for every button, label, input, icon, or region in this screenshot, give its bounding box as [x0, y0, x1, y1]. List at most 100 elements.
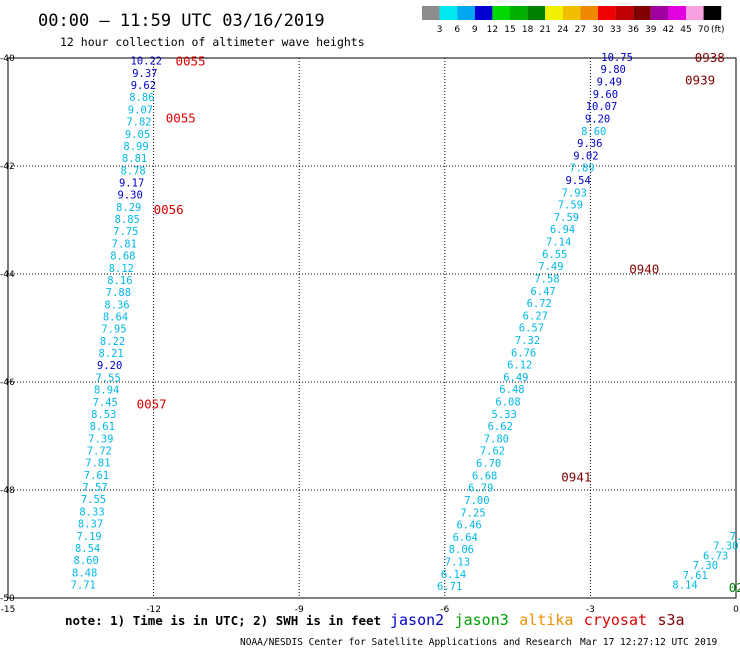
swh-value: 8.06: [449, 544, 474, 556]
legend-label: 24: [557, 25, 569, 35]
swh-value: 6.62: [488, 421, 513, 433]
time-label: 0055: [166, 110, 196, 125]
y-tick-label: -50: [0, 594, 15, 604]
swh-value: 8.16: [107, 275, 132, 287]
swh-value: 6.64: [453, 532, 478, 544]
y-tick-label: -44: [0, 270, 15, 280]
legend-label: 12: [487, 25, 498, 35]
legend-label: 33: [610, 25, 621, 35]
swh-value: 6.72: [527, 298, 552, 310]
swh-value: 7.59: [554, 212, 579, 224]
swh-value: 7.81: [85, 458, 110, 470]
swh-value: 9.20: [97, 360, 122, 372]
legend-label: 3: [437, 25, 443, 35]
swh-value: 6.46: [456, 520, 481, 532]
legend-swatch: [545, 6, 563, 20]
y-tick-label: -48: [0, 486, 15, 496]
swh-value: 7.93: [562, 187, 587, 199]
header: 00:00 — 11:59 UTC 03/16/2019 12 hour col…: [38, 11, 365, 49]
swh-value: 7.45: [93, 397, 118, 409]
swh-value: 7.14: [546, 237, 571, 249]
swh-value: 6.55: [542, 249, 567, 261]
swh-value: 7.32: [515, 335, 540, 347]
swh-value: 8.54: [75, 543, 100, 555]
swh-value: 8.22: [100, 336, 125, 348]
legend-label: 21: [539, 25, 550, 35]
footer-note: note: 1) Time is in UTC; 2) SWH is in fe…: [65, 613, 381, 628]
swh-value: 7.55: [81, 494, 106, 506]
swh-value: 7.75: [113, 226, 138, 238]
swh-value: 8.48: [72, 567, 97, 579]
swh-value: 9.49: [597, 77, 622, 89]
swh-value: 8.12: [109, 263, 134, 275]
plot-area: -15 -12 -9 -6 -3 0 -40 -42 -44 -46 -48 -50 10.229.37…: [0, 50, 740, 615]
y-tick-label: -42: [0, 162, 15, 172]
swh-value: 7.25: [460, 507, 485, 519]
swh-value: 6.48: [499, 384, 524, 396]
time-label: 0055: [175, 54, 205, 69]
swh-value: 6.94: [550, 224, 575, 236]
swh-value: 8.36: [104, 299, 129, 311]
swh-value: 8.86: [129, 92, 154, 104]
satellite-name: altika: [519, 611, 573, 629]
swh-value: 9.54: [566, 175, 591, 187]
swh-value: 7.80: [484, 433, 509, 445]
legend-swatch: [615, 6, 634, 20]
swh-value: 7.61: [683, 570, 708, 582]
legend-swatch: [457, 6, 475, 20]
swh-value: 6.08: [495, 397, 520, 409]
satellite-name: jason3: [455, 611, 509, 629]
swh-value: 7.: [730, 531, 740, 543]
legend-swatch: [633, 6, 651, 20]
swh-value: 7.00: [464, 495, 489, 507]
swh-value: 8.60: [74, 555, 99, 567]
swh-value: 10.22: [131, 56, 163, 68]
swh-value: 10.75: [601, 52, 633, 64]
swh-value: 8.14: [672, 580, 697, 592]
y-tick-label: -46: [0, 378, 15, 388]
swh-value: 9.02: [573, 150, 598, 162]
legend-swatch: [580, 6, 598, 20]
time-label: 0056: [154, 202, 184, 217]
swh-value: 6.27: [523, 310, 548, 322]
legend-label: 36: [627, 25, 639, 35]
swh-value: 7.55: [96, 372, 121, 384]
swh-value: 5.33: [492, 409, 517, 421]
swh-value: 8.68: [110, 251, 135, 263]
swh-value: 7.81: [112, 238, 137, 250]
swh-value: 7.39: [88, 433, 113, 445]
legend-swatch: [668, 6, 686, 20]
x-tick-label: -6: [440, 605, 449, 615]
swh-value: 9.62: [131, 80, 156, 92]
swh-value: 9.05: [125, 129, 150, 141]
plot-frame: [7, 57, 737, 599]
swh-value: 6.57: [519, 323, 544, 335]
swh-value: 8.53: [91, 409, 116, 421]
legend-label: 45: [680, 25, 691, 35]
swh-value: 8.85: [115, 214, 140, 226]
swh-value: 6.71: [437, 581, 462, 593]
swh-value: 9.20: [585, 113, 610, 125]
legend-swatch: [510, 6, 528, 20]
swh-value: 8.61: [90, 421, 115, 433]
time-label: 0938: [695, 50, 725, 65]
legend-label: 15: [504, 25, 515, 35]
legend-label: 30: [592, 25, 604, 35]
swh-value: 8.21: [98, 348, 123, 360]
swh-value: 7.19: [76, 531, 101, 543]
legend-swatch: [492, 6, 510, 20]
legend-swatch: [686, 6, 704, 20]
time-label: 0057: [137, 397, 167, 412]
legend-swatch: [422, 6, 440, 20]
legend-swatch: [474, 6, 493, 20]
legend-swatch: [439, 6, 458, 20]
swh-value: 7.30: [693, 560, 718, 572]
swh-value: 6.14: [441, 569, 466, 581]
legend-label: 39: [645, 25, 657, 35]
swh-value: 8.64: [103, 312, 128, 324]
color-legend: 3 6 9 12 15 18 21 24 27 30 33 36 39 42 45 70: [422, 6, 722, 35]
x-tick-label: -3: [586, 605, 595, 615]
swh-value: 7.59: [558, 200, 583, 212]
legend-unit: (ft): [711, 25, 725, 35]
swh-value: 6.76: [511, 347, 536, 359]
